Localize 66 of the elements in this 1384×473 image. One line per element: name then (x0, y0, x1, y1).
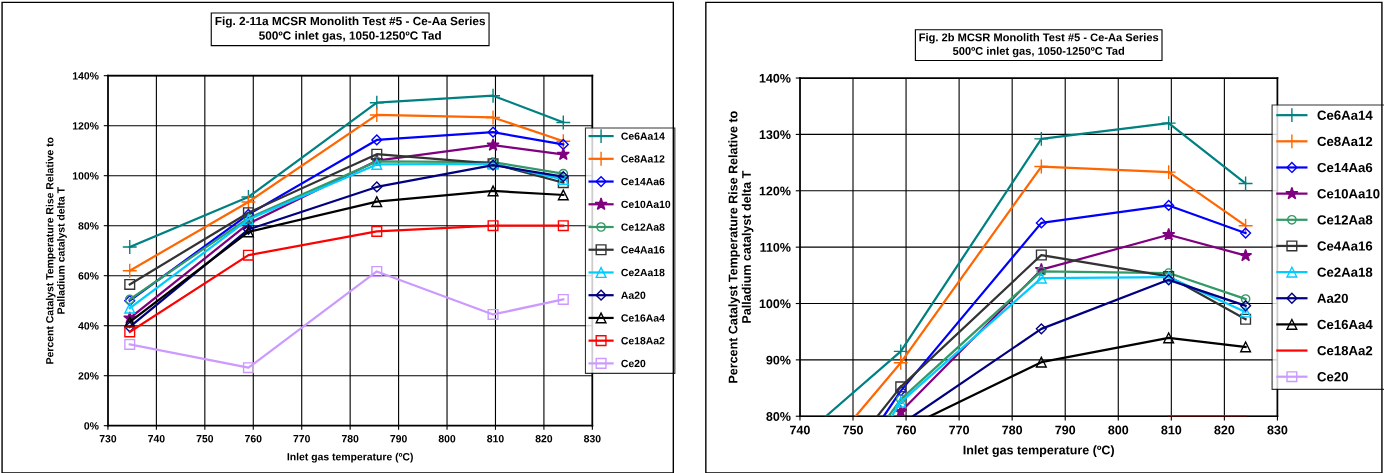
y-tick-label: 140% (759, 73, 791, 83)
x-tick-label: 820 (535, 435, 553, 443)
y-tick-label: 40% (78, 322, 99, 330)
legend-label: Ce10Aa10 (621, 200, 671, 209)
legend-label: Ce14Aa6 (1317, 162, 1373, 173)
x-axis-title: Inlet gas temperature (ºC) (963, 445, 1114, 457)
legend-label: Ce14Aa6 (621, 177, 665, 186)
legend-label: Ce18Aa2 (621, 337, 665, 345)
x-tick-label: 770 (949, 425, 970, 435)
x-tick-label: 830 (583, 435, 601, 443)
y-tick-label: 130% (759, 130, 791, 140)
y-axis-title: Percent Catalyst Temperature Rise Relative to Palladium catalyst delta T (45, 137, 67, 364)
legend-label: Ce8Aa12 (1317, 136, 1373, 147)
x-tick-label: 740 (148, 435, 165, 443)
y-tick-label: 100% (759, 299, 791, 309)
x-tick-label: 760 (245, 435, 262, 443)
x-tick-label: 820 (1214, 425, 1235, 435)
y-tick-label: 80% (766, 412, 791, 421)
chart-title: Fig. 2-11a MCSR Monolith Test #5 - Ce-Aa Series (215, 16, 486, 28)
x-tick-label: 750 (843, 425, 863, 435)
x-tick-label: 780 (341, 435, 359, 443)
y-tick-label: 90% (766, 355, 791, 365)
legend-label: Ce20 (1317, 372, 1348, 382)
x-tick-label: 740 (790, 425, 810, 435)
x-tick-label: 800 (1108, 425, 1129, 435)
y-tick-label: 110% (760, 242, 791, 252)
x-axis-title: Inlet gas temperature (ºC) (287, 452, 413, 463)
x-tick-label: 830 (1267, 425, 1288, 435)
x-tick-label: 750 (196, 435, 214, 443)
legend-label: Ce18Aa2 (1317, 345, 1373, 356)
y-axis-title: Percent Catalyst Temperature Rise Relative to Palladium catalyst delta T (728, 111, 754, 383)
legend-label: Ce20 (621, 359, 646, 368)
x-tick-label: 790 (1055, 425, 1076, 435)
x-tick-label: 810 (487, 435, 504, 443)
x-tick-label: 800 (438, 435, 456, 443)
chart-title: Fig. 2b MCSR Monolith Test #5 - Ce-Aa Series (919, 33, 1159, 44)
x-tick-label: 730 (99, 435, 117, 443)
legend-label: Ce6Aa14 (1317, 110, 1373, 120)
y-tick-label: 60% (78, 272, 99, 280)
y-tick-label: 80% (78, 222, 99, 230)
y-tick-label: 140% (72, 72, 99, 80)
legend-label: Aa20 (621, 291, 646, 299)
legend-label: Aa20 (1317, 293, 1348, 303)
x-tick-label: 760 (896, 425, 916, 435)
x-tick-label: 780 (1002, 425, 1023, 435)
legend-label: Ce6Aa14 (621, 132, 665, 140)
y-tick-label: 120% (72, 122, 99, 130)
legend-label: Ce12Aa8 (1317, 215, 1373, 225)
legend-label: Ce8Aa12 (621, 155, 665, 163)
y-tick-label: 100% (72, 172, 99, 180)
chart-subtitle: 500ºC inlet gas, 1050-1250ºC Tad (259, 31, 441, 43)
legend-label: Ce16Aa4 (621, 314, 665, 322)
legend-label: Ce4Aa16 (621, 246, 665, 254)
legend-label: Ce2Aa18 (1317, 267, 1373, 277)
y-tick-label: 20% (78, 372, 99, 380)
chart-subtitle: 500ºC inlet gas, 1050-1250ºC Tad (952, 46, 1125, 58)
legend-label: Ce2Aa18 (621, 268, 665, 277)
legend-label: Ce16Aa4 (1317, 319, 1373, 330)
x-tick-label: 810 (1161, 425, 1182, 435)
legend-label: Ce12Aa8 (621, 223, 665, 231)
x-tick-label: 770 (293, 435, 310, 443)
legend-label: Ce4Aa16 (1317, 241, 1373, 251)
legend-label: Ce10Aa10 (1317, 189, 1380, 199)
y-tick-label: 0% (84, 422, 99, 430)
y-tick-label: 120% (759, 186, 791, 196)
x-tick-label: 790 (390, 435, 407, 443)
